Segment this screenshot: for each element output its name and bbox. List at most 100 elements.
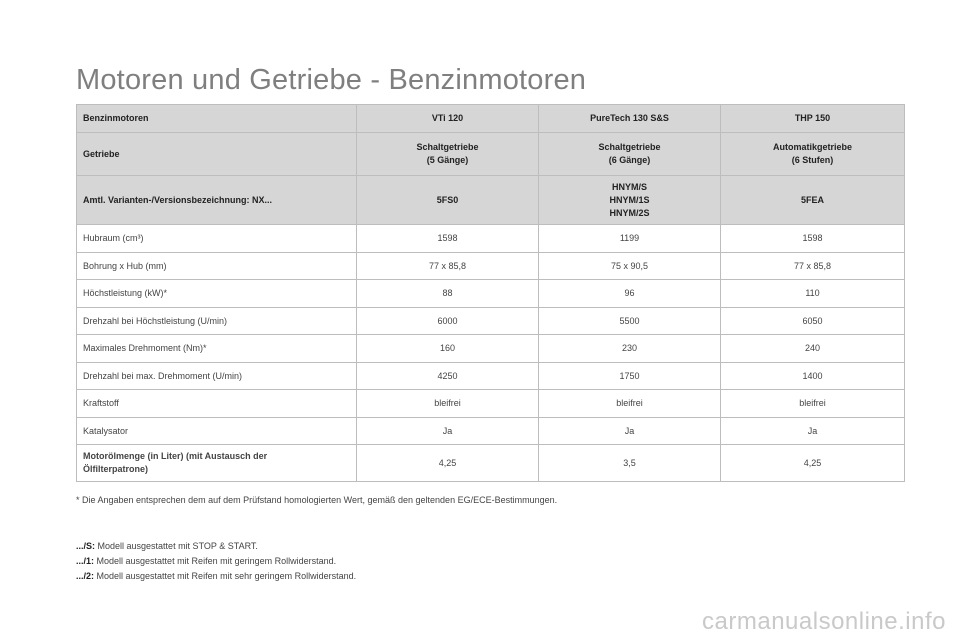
row-label-text: Katalysator [83,425,129,436]
header-cell-col2: PureTech 130 S&S [538,104,721,133]
table-row: Kraftstoff bleifrei bleifrei bleifrei [76,389,905,418]
header-text: VTi 120 [431,113,464,123]
note-item: .../1: Modell ausgestattet mit Reifen mi… [76,554,356,569]
row-value: 5500 [538,306,721,335]
header-cell-label: Amtl. Varianten-/Versionsbezeichnung: NX… [76,175,357,225]
row-value: 4,25 [356,444,539,482]
row-value: Ja [720,416,905,445]
header-cell-label: Benzinmotoren [76,104,357,133]
header-text: HNYM/1S [609,194,650,205]
note-text: Modell ausgestattet mit STOP & START. [95,541,258,551]
header-cell-col1: 5FS0 [356,175,539,225]
header-text: (6 Gänge) [608,155,651,165]
row-label: Bohrung x Hub (mm) [76,251,357,280]
row-value: 96 [538,279,721,308]
row-label-text: Bohrung x Hub (mm) [83,260,167,271]
header-text: HNYM/S [611,181,647,192]
header-text: Getriebe [83,148,120,159]
row-label-text: Drehzahl bei Höchstleistung (U/min) [83,315,228,326]
header-text: 5FS0 [436,194,459,205]
footnote: * Die Angaben entsprechen dem auf dem Pr… [76,495,558,505]
note-text: Modell ausgestattet mit Reifen mit sehr … [94,571,357,581]
row-value: 1598 [720,224,905,253]
row-value: 77 x 85,8 [356,251,539,280]
note-key: .../2: [76,571,95,581]
header-cell-col1: Schaltgetriebe (5 Gänge) [356,132,539,176]
note-text: Modell ausgestattet mit Reifen mit gerin… [94,556,337,566]
header-text: Amtl. Varianten-/Versionsbezeichnung: NX… [83,194,273,205]
note-item: .../S: Modell ausgestattet mit STOP & ST… [76,539,356,554]
row-value: 6050 [720,306,905,335]
row-value: 160 [356,334,539,363]
row-value: 4,25 [720,444,905,482]
header-text: THP 150 [794,113,831,123]
row-label-text: Höchstleistung (kW)* [83,288,168,299]
note-key: .../S: [76,541,96,551]
table-row: Maximales Drehmoment (Nm)* 160 230 240 [76,334,905,363]
header-cell-col3: Automatikgetriebe (6 Stufen) [720,132,905,176]
table-row: Bohrung x Hub (mm) 77 x 85,8 75 x 90,5 7… [76,251,905,280]
header-text: HNYM/2S [609,207,650,218]
row-label: Höchstleistung (kW)* [76,279,357,308]
row-value: 230 [538,334,721,363]
row-value: 110 [720,279,905,308]
row-label: Drehzahl bei Höchstleistung (U/min) [76,306,357,335]
header-cell-col3: 5FEA [720,175,905,225]
row-label: Drehzahl bei max. Drehmoment (U/min) [76,361,357,390]
row-value: 3,5 [538,444,721,482]
row-label: Hubraum (cm³) [76,224,357,253]
row-value: Ja [356,416,539,445]
row-value: 77 x 85,8 [720,251,905,280]
header-cell-label: Getriebe [76,132,357,176]
row-value: bleifrei [720,389,905,418]
notes-list: .../S: Modell ausgestattet mit STOP & ST… [76,539,356,584]
row-label-text: Hubraum (cm³) [83,233,144,244]
row-label: Maximales Drehmoment (Nm)* [76,334,357,363]
header-row-gearbox: Getriebe Schaltgetriebe (5 Gänge) Schalt… [76,132,905,176]
row-label-text: Drehzahl bei max. Drehmoment (U/min) [83,370,243,381]
engine-spec-table: Benzinmotoren VTi 120 PureTech 130 S&S T… [76,104,905,482]
table-row: Katalysator Ja Ja Ja [76,416,905,445]
table-row: Drehzahl bei max. Drehmoment (U/min) 425… [76,361,905,390]
header-text: Automatikgetriebe [772,142,852,152]
header-cell-col1: VTi 120 [356,104,539,133]
row-label: Katalysator [76,416,357,445]
header-cell-col3: THP 150 [720,104,905,133]
header-row-engine: Benzinmotoren VTi 120 PureTech 130 S&S T… [76,104,905,133]
row-label-text: Motorölmenge (in Liter) (mit Austausch d… [83,451,268,461]
header-text: (6 Stufen) [791,155,834,165]
row-value: 240 [720,334,905,363]
table-row: Höchstleistung (kW)* 88 96 110 [76,279,905,308]
row-value: 88 [356,279,539,308]
row-value: bleifrei [538,389,721,418]
note-key: .../1: [76,556,95,566]
header-text: PureTech 130 S&S [590,113,669,123]
header-cell-col2: Schaltgetriebe (6 Gänge) [538,132,721,176]
row-label-text: Kraftstoff [83,398,119,409]
note-item: .../2: Modell ausgestattet mit Reifen mi… [76,569,356,584]
header-text: Schaltgetriebe [416,142,479,152]
header-row-variant: Amtl. Varianten-/Versionsbezeichnung: NX… [76,175,905,225]
header-text: (5 Gänge) [426,155,469,165]
row-value: 4250 [356,361,539,390]
row-value: 1750 [538,361,721,390]
row-value: bleifrei [356,389,539,418]
table-row: Motorölmenge (in Liter) (mit Austausch d… [76,444,905,482]
row-label: Motorölmenge (in Liter) (mit Austausch d… [76,444,357,482]
table-row: Drehzahl bei Höchstleistung (U/min) 6000… [76,306,905,335]
row-label-text: Ölfilterpatrone) [83,464,149,474]
header-cell-col2: HNYM/S HNYM/1S HNYM/2S [538,175,721,225]
page-title: Motoren und Getriebe - Benzinmotoren [76,64,587,96]
row-value: 75 x 90,5 [538,251,721,280]
header-text: 5FEA [800,194,824,205]
row-value: 1199 [538,224,721,253]
row-value: Ja [538,416,721,445]
header-text: Benzinmotoren [83,113,149,123]
watermark: carmanualsonline.info [702,608,946,635]
row-value: 6000 [356,306,539,335]
row-value: 1400 [720,361,905,390]
table-row: Hubraum (cm³) 1598 1199 1598 [76,224,905,253]
row-value: 1598 [356,224,539,253]
row-label-text: Maximales Drehmoment (Nm)* [83,343,207,354]
header-text: Schaltgetriebe [598,142,661,152]
